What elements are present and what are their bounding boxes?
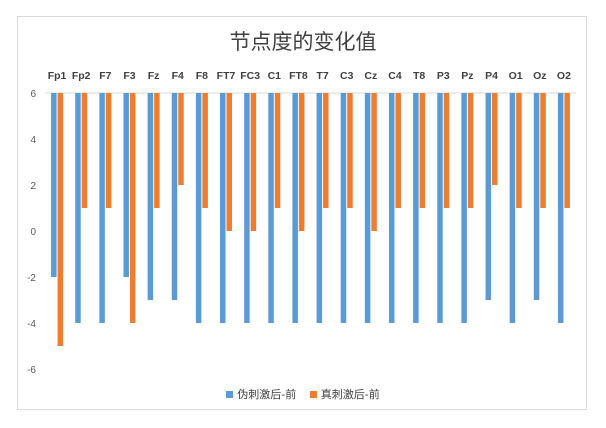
legend-swatch-sham [226,390,234,398]
bar-sham [461,93,467,323]
bar-real [371,93,377,231]
category-label: P4 [485,70,498,82]
chart-title: 节点度的变化值 [229,30,377,54]
bar-sham [51,93,57,277]
category-label: Fp1 [48,70,67,82]
legend-item-real: 真刺激后-前 [309,386,380,402]
y-tick-label: -6 [27,365,36,376]
bar-sham [485,93,492,300]
bar-real [250,93,257,231]
bar-real [154,93,160,208]
bar-sham [413,93,419,323]
bar-real [419,93,426,208]
bar-real [323,93,329,208]
y-tick-label: 4 [30,135,36,146]
bar-sham [557,93,564,323]
category-label: C3 [340,70,354,82]
legend: 伪刺激后-前 真刺激后-前 [0,386,606,402]
bar-real [57,93,64,346]
legend-swatch-real [309,390,317,398]
bar-sham [533,93,540,300]
y-tick-label: 0 [30,227,36,238]
y-tick-label: 2 [30,181,36,192]
bars [51,93,570,346]
bar-real [81,93,88,208]
bar-real [105,93,112,208]
category-label: T8 [413,70,425,82]
bar-real [202,93,208,208]
category-label: F4 [172,70,184,82]
category-label: Cz [364,70,377,82]
bar-real [274,93,281,208]
category-label: F3 [123,70,135,82]
category-label: FC3 [240,70,260,82]
bar-real [178,93,184,185]
bar-real [516,93,522,208]
bar-sham [437,93,443,323]
legend-label-real: 真刺激后-前 [320,388,380,401]
category-label: T7 [316,70,328,82]
bar-sham [75,93,81,323]
category-label: Pz [461,70,473,82]
category-label: O1 [509,70,523,82]
category-label: F8 [196,70,208,82]
bar-real [395,93,401,208]
category-label: C4 [388,70,402,82]
legend-item-sham: 伪刺激后-前 [226,386,296,402]
legend-label-sham: 伪刺激后-前 [237,388,297,401]
category-label: Fz [148,70,160,82]
bar-real [129,93,136,323]
bar-sham [340,93,347,323]
category-label: F7 [99,70,111,82]
category-label: FT7 [217,70,236,82]
bar-real [347,93,353,208]
category-label: Fp2 [72,70,91,82]
y-axis: 6 4 2 0 -2 -4 -6 [27,89,36,376]
category-axis: Fp1 Fp2 F7 F3 Fz F4 F8 FT7 FC3 C1 FT8 T7 C3 Cz C4 T8 P3 P… [45,70,576,94]
bar-real [540,93,546,208]
y-tick-label: -4 [27,319,36,330]
bar-real [492,93,498,185]
bar-sham [268,93,274,323]
bar-real [298,93,305,231]
bar-sham [244,93,250,323]
bar-sham [388,93,395,323]
bar-sham [123,93,129,277]
category-label: Oz [533,70,546,82]
y-tick-label: -2 [27,273,36,284]
bar-sham [316,93,323,323]
category-label: O2 [557,70,571,82]
bar-sham [195,93,202,323]
bar-sham [292,93,298,323]
bar-sham [509,93,516,323]
bar-real [443,93,450,208]
category-label: C1 [268,70,282,82]
bar-sham [147,93,154,300]
bar-real [467,93,474,208]
y-tick-label: 6 [30,89,36,100]
bar-sham [171,93,178,300]
bar-real [564,93,570,208]
category-label: P3 [437,70,450,82]
bar-sham [220,93,226,323]
category-label: FT8 [289,70,308,82]
bar-sham [99,93,105,323]
bar-real [226,93,233,231]
bar-sham [364,93,371,323]
